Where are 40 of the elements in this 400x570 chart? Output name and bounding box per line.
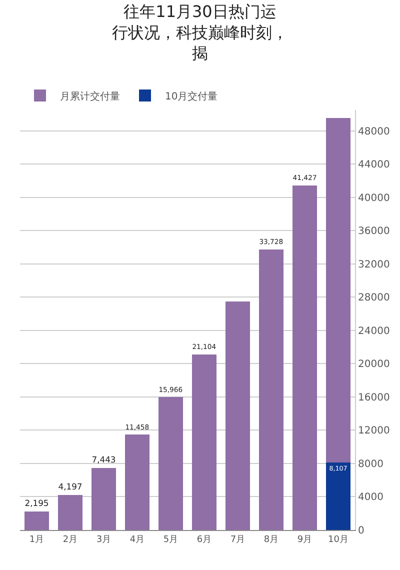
- bar: [226, 301, 250, 530]
- legend-label: 10月交付量: [165, 90, 218, 102]
- x-tick-label: 7月: [230, 534, 246, 545]
- y-tick-label: 40000: [358, 192, 390, 204]
- bar: [326, 462, 350, 530]
- y-tick-label: 32000: [358, 259, 390, 270]
- x-tick-label: 2月: [62, 534, 78, 545]
- bar: [192, 354, 216, 530]
- bar: [259, 249, 284, 530]
- data-label: 4,197: [58, 481, 82, 492]
- x-tick-label: 9月: [297, 534, 312, 545]
- y-tick-label: 28000: [358, 292, 390, 304]
- bar: [58, 495, 82, 530]
- y-tick-label: 24000: [358, 326, 390, 337]
- x-tick-label: 6月: [196, 534, 212, 545]
- x-tick-label: 8月: [264, 534, 279, 545]
- bar: [24, 512, 49, 530]
- chart-title: 往年11月30日热门运行状况，科技巅峰时刻，揭: [112, 2, 288, 63]
- y-tick-label: 36000: [358, 226, 390, 238]
- data-label: 7,443: [92, 454, 116, 464]
- y-tick-label: 4000: [358, 492, 384, 504]
- x-tick-label: 5月: [163, 534, 178, 545]
- bar: [326, 118, 350, 463]
- bar: [292, 185, 317, 530]
- x-tick-label: 3月: [96, 534, 112, 545]
- y-tick-label: 44000: [358, 160, 390, 171]
- data-label: 2,195: [24, 498, 49, 508]
- x-tick-label: 10月: [328, 534, 348, 545]
- bar: [125, 434, 150, 530]
- x-tick-label: 1月: [29, 534, 44, 545]
- legend-label: 月累计交付量: [60, 90, 120, 102]
- y-tick-label: 20000: [358, 359, 390, 370]
- y-tick-label: 12000: [358, 426, 390, 437]
- y-tick-label: 8000: [358, 458, 384, 470]
- y-tick-label: 0: [358, 526, 364, 536]
- bar: [158, 397, 183, 530]
- y-tick-label: 48000: [358, 126, 390, 138]
- bar: [92, 468, 116, 530]
- y-tick-label: 16000: [358, 392, 390, 404]
- x-tick-label: 4月: [130, 534, 145, 545]
